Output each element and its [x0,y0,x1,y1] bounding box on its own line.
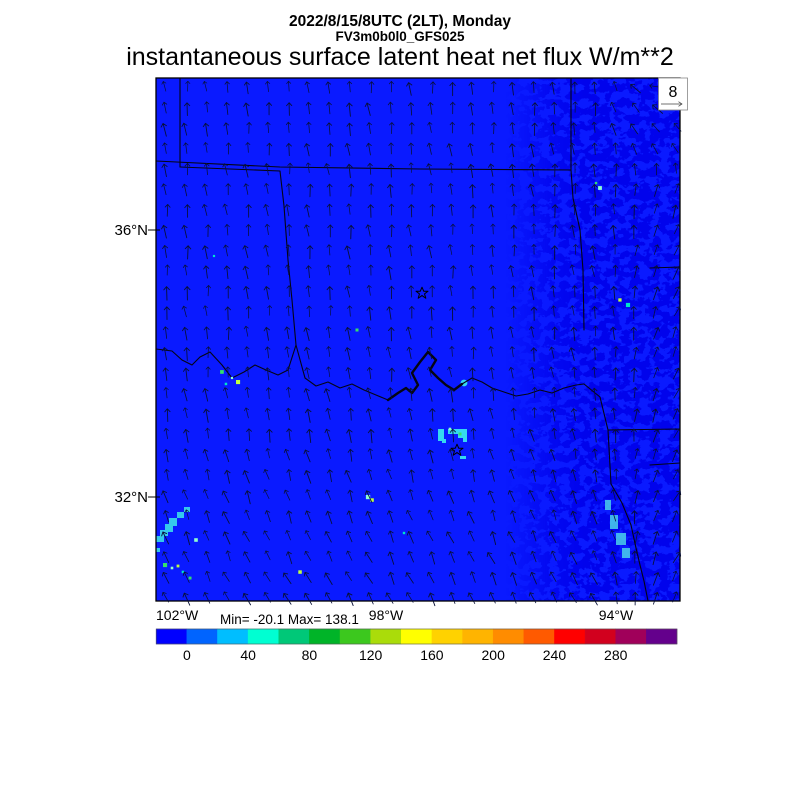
svg-text:160: 160 [420,647,444,663]
svg-text:40: 40 [240,647,256,663]
svg-text:8: 8 [669,84,678,101]
svg-text:120: 120 [359,647,383,663]
svg-text:0: 0 [183,647,191,663]
svg-text:200: 200 [482,647,506,663]
svg-text:94°W: 94°W [599,607,634,623]
svg-text:32°N: 32°N [114,489,148,506]
svg-text:240: 240 [543,647,567,663]
svg-text:Min= -20.1 Max= 138.1: Min= -20.1 Max= 138.1 [220,612,359,627]
svg-text:80: 80 [302,647,318,663]
svg-text:36°N: 36°N [114,222,148,239]
svg-text:280: 280 [604,647,628,663]
svg-text:102°W: 102°W [156,607,199,623]
svg-text:98°W: 98°W [369,607,404,623]
